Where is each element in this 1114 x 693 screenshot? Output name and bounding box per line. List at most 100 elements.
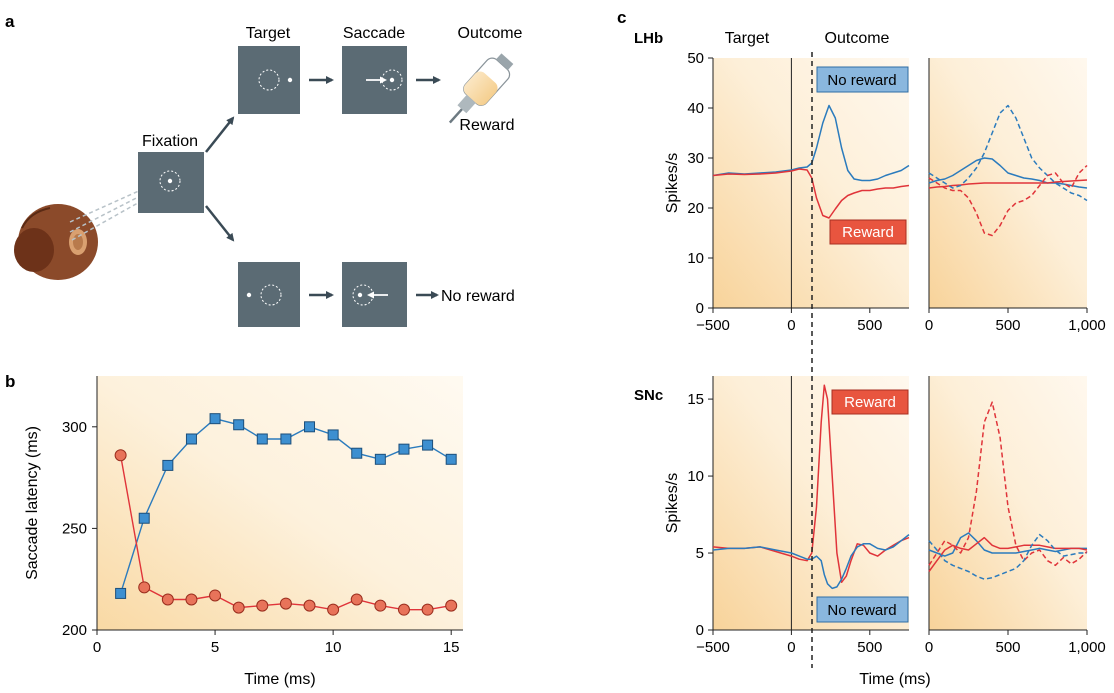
chart-b-point-square [445,453,457,465]
snc-right-series-line-1 [928,536,1088,572]
snc-right-xtick-label: 1,000 [1068,639,1106,656]
monkey-head-icon [14,204,98,280]
juice-bottle-icon [448,53,514,124]
lhb-left-ytick-label: 50 [687,50,704,67]
snc-left-ytick-label: 15 [687,391,704,408]
snc-no-reward-box: No reward [816,596,909,623]
chart-b-ytick-label: 300 [62,419,87,436]
snc-left-xtick-label: −500 [696,639,730,656]
lhb-left-ytick-label: 10 [687,250,704,267]
chart-c: Target Outcome LHb SNc −500 0 500010203040… [634,30,1106,688]
target-label: Target [246,25,291,42]
chart-b-point-square [185,433,197,445]
header-target: Target [725,30,770,47]
chart-b-xtick-label: 0 [93,639,101,656]
chart-b-point-circle [374,599,387,612]
task-diagram: Fixation Target Saccade Outcome Reward [14,25,523,327]
chart-b-point-circle [209,589,222,602]
chart-b-point-circle [350,593,363,606]
outcome-label: Outcome [458,25,523,42]
snc-right-series-line-2 [928,401,1088,567]
snc-right-xtick-label: 0 [925,639,933,656]
snc-left-series-line-0 [712,384,910,584]
chart-b-point-square [327,429,339,441]
lhb-left-ytick-label: 30 [687,150,704,167]
saccade-label: Saccade [343,25,405,42]
lhb-right-series-line-2 [928,104,1088,202]
lhb-right-xtick-label: 500 [995,317,1020,334]
header-outcome: Outcome [825,30,890,47]
chart-b-point-square [233,419,245,431]
lhb-left-xtick-label: −500 [696,317,730,334]
lhb-right-series-line-1 [928,179,1088,189]
chart-b-point-square [256,433,268,445]
snc-ylabel: Spikes/s [664,473,681,533]
no-reward-label: No reward [441,288,515,305]
chart-b-xlabel: Time (ms) [244,671,315,688]
lhb-reward-box: Reward [829,219,907,245]
chart-b-point-square [162,459,174,471]
chart-b-point-circle [327,603,340,616]
snc-left-series-line-1 [712,534,910,590]
chart-c-xlabel: Time (ms) [859,671,930,688]
lhb-right-xtick-label: 1,000 [1068,317,1106,334]
chart-b-point-circle [256,599,269,612]
snc-left-ytick-label: 0 [696,622,704,639]
lhb-left-ytick-label: 20 [687,200,704,217]
chart-b-point-circle [161,593,174,606]
chart-b-point-square [304,421,316,433]
chart-b-ytick-label: 250 [62,520,87,537]
chart-b-point-square [374,453,386,465]
snc-left-xtick-label: 0 [787,639,795,656]
chart-b-point-square [398,443,410,455]
lhb-left-xtick-label: 0 [787,317,795,334]
chart-b-point-square [280,433,292,445]
lhb-left-background [713,58,909,308]
chart-b-point-circle [138,581,151,594]
chart-b-point-circle [232,601,245,614]
reward-label: Reward [459,117,514,134]
lhb-ylabel: Spikes/s [664,153,681,213]
chart-b-point-circle [185,593,198,606]
chart-b-point-square [422,439,434,451]
chart-b-ytick-label: 200 [62,622,87,639]
fixation-label: Fixation [142,133,198,150]
snc-right-xtick-label: 500 [995,639,1020,656]
chart-b-point-square [351,447,363,459]
row-label-snc: SNc [634,387,663,404]
chart-b-point-square [209,413,221,425]
lhb-no-reward-box: No reward [816,66,909,93]
lhb-left-ytick-label: 40 [687,100,704,117]
chart-b-point-circle [114,449,127,462]
chart-b-point-square [115,587,127,599]
panel-label-b: b [5,372,15,391]
chart-b-point-circle [303,599,316,612]
snc-left-xtick-label: 500 [857,639,882,656]
snc-reward-box: Reward [831,389,909,415]
chart-b-xtick-label: 10 [325,639,342,656]
chart-b-xtick-label: 5 [211,639,219,656]
chart-b-ylabel: Saccade latency (ms) [24,426,41,580]
lhb-right-series-line-0 [928,157,1088,189]
lhb-left-series-line-0 [712,104,910,182]
chart-b-point-circle [397,603,410,616]
panel-label-a: a [5,12,15,31]
lhb-right-series-line-3 [928,164,1088,237]
snc-reward-label: Reward [844,394,896,411]
lhb-reward-label: Reward [842,224,894,241]
lhb-right-xtick-label: 0 [925,317,933,334]
snc-no-reward-label: No reward [827,602,896,619]
snc-left-ytick-label: 10 [687,468,704,485]
chart-b-point-circle [445,599,458,612]
snc-left-background [713,376,909,630]
lhb-left-ytick-label: 0 [696,300,704,317]
lhb-left-xtick-label: 500 [857,317,882,334]
chart-b-xtick-label: 15 [443,639,460,656]
chart-b-point-circle [279,597,292,610]
chart-b: 0 5 10 15 200 250 300 Saccade latency (ms) Tim… [24,376,463,688]
snc-left-ytick-label: 5 [696,545,704,562]
row-label-lhb: LHb [634,30,663,47]
chart-b-point-circle [421,603,434,616]
chart-b-background [97,376,463,630]
